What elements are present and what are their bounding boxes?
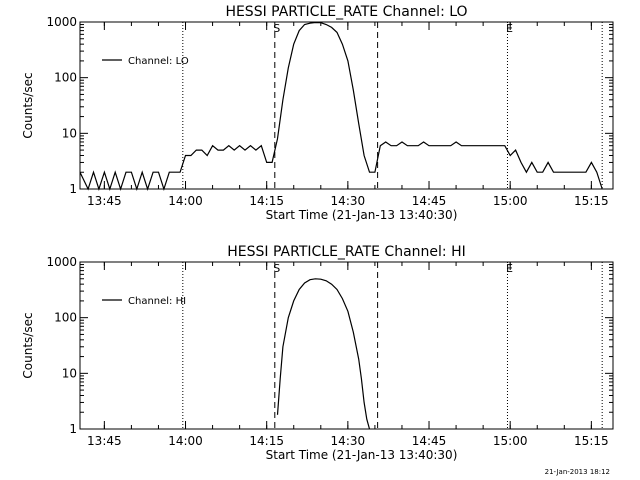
x-tick-label: 14:15: [249, 194, 284, 208]
x-tick-label: 14:15: [249, 434, 284, 448]
series-line: [79, 21, 603, 191]
legend-label: Channel: LO: [128, 56, 189, 67]
chart-title: HESSI PARTICLE_RATE Channel: HI: [227, 244, 465, 260]
x-tick-label: 15:15: [574, 434, 609, 448]
y-axis-label: Counts/sec: [21, 312, 35, 378]
y-tick-label: 1: [69, 182, 77, 196]
footer-timestamp: 21-Jan-2013 18:12: [545, 468, 610, 476]
x-tick-label: 15:00: [493, 194, 528, 208]
legend-label: Channel: HI: [128, 296, 186, 307]
x-tick-label: 15:00: [493, 434, 528, 448]
chart-panel-lo: HESSI PARTICLE_RATE Channel: LO 1 10 100 100…: [21, 4, 614, 222]
y-tick-label: 100: [54, 71, 77, 85]
y-tick-label: 10: [62, 126, 77, 140]
marker-label: E: [506, 22, 513, 35]
y-tick-label: 100: [54, 311, 77, 325]
chart-title: HESSI PARTICLE_RATE Channel: LO: [225, 4, 467, 20]
chart-panel-hi: HESSI PARTICLE_RATE Channel: HI 1 10 100 100…: [21, 244, 614, 462]
x-tick-label: 13:45: [87, 434, 122, 448]
y-axis-label: Counts/sec: [21, 72, 35, 138]
x-tick-label: 14:30: [331, 194, 366, 208]
plot-frame: [79, 261, 614, 430]
x-axis-label: Start Time (21-Jan-13 13:40:30): [266, 448, 458, 462]
x-tick-label: 14:00: [168, 194, 203, 208]
y-tick-label: 1000: [46, 255, 77, 269]
y-tick-label: 10: [62, 366, 77, 380]
x-axis-label: Start Time (21-Jan-13 13:40:30): [266, 208, 458, 222]
plot-frame: [79, 21, 614, 190]
x-tick-label: 13:45: [87, 194, 122, 208]
x-tick-label: 14:45: [412, 434, 447, 448]
marker-label: S: [273, 22, 280, 35]
marker-label: E: [506, 262, 513, 275]
y-tick-label: 1: [69, 422, 77, 436]
x-tick-label: 14:45: [412, 194, 447, 208]
x-tick-label: 14:30: [331, 434, 366, 448]
y-tick-label: 1000: [46, 15, 77, 29]
x-tick-label: 14:00: [168, 434, 203, 448]
series-line: [276, 278, 371, 430]
marker-label: S: [273, 262, 280, 275]
x-tick-label: 15:15: [574, 194, 609, 208]
